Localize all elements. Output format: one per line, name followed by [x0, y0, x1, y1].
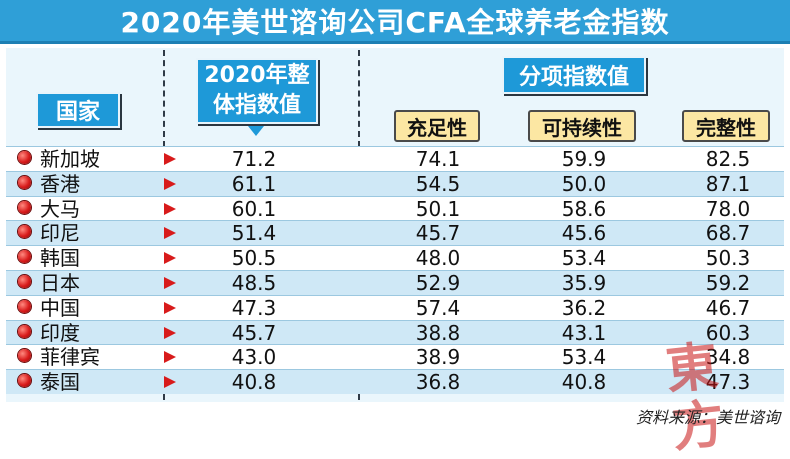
chart-title: 2020年美世谘询公司CFA全球养老金指数	[0, 0, 790, 44]
integrity-value: 46.7	[705, 295, 751, 320]
adequacy-value: 38.9	[415, 345, 461, 370]
watermark-logo: 東方	[663, 336, 724, 459]
bullet-icon	[18, 250, 31, 264]
table-row: 新加坡 71.2 74.1 59.9 82.5	[6, 146, 784, 171]
pointer-arrow-icon	[164, 177, 176, 190]
country-name: 韩国	[40, 246, 80, 271]
bullet-icon	[18, 374, 31, 388]
sustainability-value: 40.8	[561, 370, 607, 395]
adequacy-value: 50.1	[415, 196, 461, 221]
adequacy-header: 充足性	[394, 110, 480, 142]
integrity-header: 完整性	[682, 110, 770, 142]
sustainability-value: 58.6	[561, 196, 607, 221]
bullet-icon	[18, 299, 31, 313]
country-name: 泰国	[40, 370, 80, 395]
overall-value: 43.0	[231, 345, 277, 370]
bullet-icon	[18, 275, 31, 288]
overall-value: 47.3	[231, 295, 277, 320]
integrity-value: 60.3	[705, 320, 751, 345]
table-row: 韩国 50.5 48.0 53.4 50.3	[6, 245, 784, 271]
integrity-value: 34.8	[705, 345, 751, 370]
sustainability-value: 45.6	[561, 221, 607, 246]
source-note: 资料来源：美世谘询	[635, 408, 780, 427]
sustainability-value: 53.4	[561, 345, 607, 370]
country-name: 中国	[40, 295, 80, 320]
integrity-value: 68.7	[705, 221, 751, 246]
table-row: 印度 45.7 38.8 43.1 60.3	[6, 319, 784, 345]
adequacy-value: 54.5	[415, 171, 461, 196]
adequacy-value: 57.4	[415, 295, 461, 320]
table-row: 泰国 40.8 36.8 40.8 47.3	[6, 369, 784, 395]
overall-header-line2: 体指数值	[212, 93, 301, 118]
overall-header-pointer	[248, 126, 264, 136]
country-name: 新加坡	[40, 147, 100, 171]
sustainability-header: 可持续性	[528, 110, 636, 142]
pointer-arrow-icon	[164, 326, 176, 339]
integrity-value: 50.3	[705, 246, 751, 271]
overall-value: 45.7	[231, 320, 277, 345]
integrity-value: 47.3	[705, 370, 751, 395]
country-name: 印尼	[40, 221, 80, 246]
country-name: 香港	[40, 171, 80, 196]
bullet-icon	[18, 151, 31, 164]
adequacy-value: 36.8	[415, 370, 461, 395]
pointer-arrow-icon	[164, 153, 176, 165]
sustainability-value: 50.0	[561, 171, 607, 196]
table-row: 香港 61.1 54.5 50.0 87.1	[6, 170, 784, 196]
integrity-value: 87.1	[705, 171, 751, 196]
overall-header-line1: 2020年整	[204, 63, 310, 88]
table-row: 印尼 51.4 45.7 45.6 68.7	[6, 220, 784, 246]
sustainability-value: 43.1	[561, 320, 607, 345]
table-row: 大马 60.1 50.1 58.6 78.0	[6, 195, 784, 221]
pointer-arrow-icon	[164, 351, 176, 364]
bullet-icon	[18, 324, 31, 338]
overall-value: 48.5	[231, 271, 277, 295]
country-name: 大马	[40, 196, 80, 221]
bullet-icon	[18, 349, 31, 363]
overall-value: 61.1	[231, 171, 277, 196]
bullet-icon	[18, 225, 31, 239]
adequacy-value: 48.0	[415, 246, 461, 271]
sustainability-value: 53.4	[561, 246, 607, 271]
pointer-arrow-icon	[164, 277, 176, 289]
pointer-arrow-icon	[164, 376, 176, 389]
bullet-icon	[18, 175, 31, 189]
country-name: 菲律宾	[40, 345, 100, 370]
adequacy-value: 45.7	[415, 221, 461, 246]
sub-index-header: 分项指数值	[502, 56, 646, 94]
overall-value: 71.2	[231, 147, 277, 171]
pointer-arrow-icon	[164, 252, 176, 265]
table-row: 菲律宾 43.0 38.9 53.4 34.8	[6, 344, 784, 370]
overall-value: 60.1	[231, 196, 277, 221]
table-row: 中国 47.3 57.4 36.2 46.7	[6, 294, 784, 320]
overall-value: 50.5	[231, 246, 277, 271]
adequacy-value: 52.9	[415, 271, 461, 295]
table-row: 日本 48.5 52.9 35.9 59.2	[6, 270, 784, 295]
bullet-icon	[18, 200, 31, 214]
pointer-arrow-icon	[164, 227, 176, 240]
sustainability-value: 59.9	[561, 147, 607, 171]
adequacy-value: 74.1	[415, 147, 461, 171]
overall-value: 51.4	[231, 221, 277, 246]
integrity-value: 82.5	[705, 147, 751, 171]
sustainability-value: 35.9	[561, 271, 607, 295]
overall-value: 40.8	[231, 370, 277, 395]
country-header: 国家	[36, 92, 120, 128]
adequacy-value: 38.8	[415, 320, 461, 345]
pointer-arrow-icon	[164, 202, 176, 215]
overall-index-header: 2020年整 体指数值	[196, 58, 318, 124]
integrity-value: 59.2	[705, 271, 751, 295]
country-name: 日本	[40, 271, 80, 295]
country-name: 印度	[40, 320, 80, 345]
pointer-arrow-icon	[164, 301, 176, 314]
sustainability-value: 36.2	[561, 295, 607, 320]
integrity-value: 78.0	[705, 196, 751, 221]
